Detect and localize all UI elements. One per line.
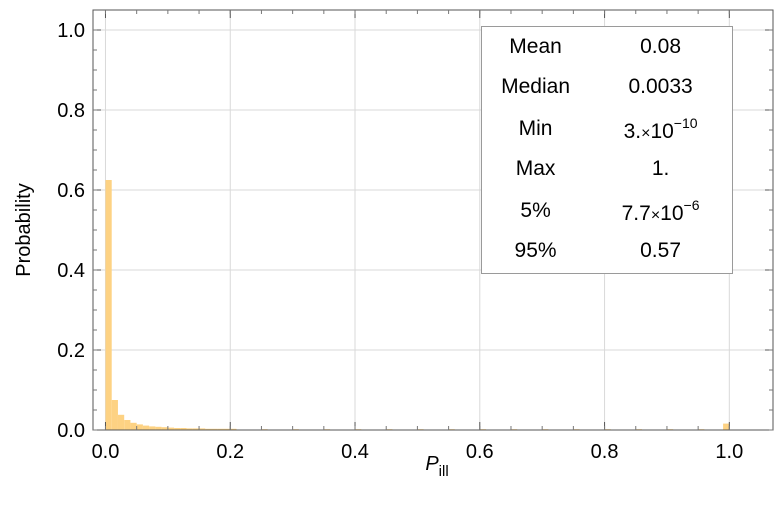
histogram-bar	[136, 424, 143, 430]
x-tick-label: 0.2	[216, 441, 244, 463]
plot-frame-rect	[92, 9, 774, 431]
histogram-bar	[161, 427, 168, 430]
histogram-bar	[117, 414, 125, 430]
stats-value: 0.57	[640, 239, 681, 262]
x-axis-title: Pill	[425, 453, 448, 480]
histogram-bar	[205, 428, 212, 430]
stats-value: 0.08	[640, 35, 681, 58]
sci-exponent: −10	[673, 114, 698, 131]
x-tick-label: 0.4	[341, 441, 369, 463]
sci-base: 10	[660, 201, 684, 225]
histogram-bar	[211, 428, 218, 430]
histogram-bar	[142, 425, 150, 430]
y-tick-label: 0.8	[57, 100, 85, 122]
histogram-bar	[149, 426, 156, 430]
y-tick-label: 0.0	[57, 420, 85, 442]
x-axis-title-subscript: ill	[439, 463, 449, 480]
histogram-bar	[723, 423, 730, 430]
y-tick-label: 1.0	[57, 20, 85, 42]
histogram-bar	[174, 428, 181, 430]
histogram-bar	[130, 422, 137, 430]
histogram-bar	[180, 428, 187, 430]
histogram-bar	[105, 180, 112, 430]
histogram-bar	[167, 427, 175, 430]
stats-label: Median	[501, 75, 571, 98]
stats-label: 5%	[520, 199, 551, 222]
histogram-bar	[192, 428, 200, 430]
x-axis-title-main: P	[425, 453, 439, 475]
x-tick-label: 0.0	[92, 441, 120, 463]
sci-exponent: −6	[683, 196, 700, 213]
histogram-bar	[124, 420, 131, 430]
stats-value: 7.7×10−6	[589, 197, 732, 226]
stats-value: 1.	[651, 157, 670, 180]
stats-row-min: Min 3.×10−10	[482, 109, 732, 149]
stats-row-95pct: 95% 0.57	[482, 231, 732, 271]
histogram-bar	[186, 428, 193, 430]
histogram-bar	[230, 428, 237, 430]
stats-row-5pct: 5% 7.7×10−6	[482, 191, 732, 231]
y-tick-label: 0.6	[57, 180, 85, 202]
stats-value: 0.0033	[628, 75, 693, 98]
sci-times: ×	[650, 206, 661, 224]
tick-marks	[93, 10, 773, 431]
plot-frame	[92, 9, 774, 431]
x-tick-label: 1.0	[715, 441, 743, 463]
histogram-bar	[111, 400, 118, 430]
sci-mantissa: 3.	[623, 119, 642, 143]
histogram-bar	[217, 428, 225, 430]
sci-times: ×	[641, 124, 651, 142]
y-axis-title: Probability	[13, 183, 35, 276]
histogram-bar	[199, 428, 206, 430]
x-tick-label: 0.6	[466, 441, 494, 463]
stats-label: Min	[518, 117, 553, 140]
y-tick-label: 0.2	[57, 340, 85, 362]
tick-labels: 0.0 0.2 0.4 0.6 0.8 1.0 0.0 0.2 0.4 0.6 0.8 1.0	[57, 20, 743, 463]
sci-base: 10	[650, 119, 674, 143]
histogram-bar	[155, 426, 162, 430]
x-tick-label: 0.8	[591, 441, 619, 463]
statistics-table: Mean 0.08 Median 0.0033 Min 3.×10−10 Max…	[481, 26, 733, 274]
stats-label: Mean	[509, 35, 562, 58]
stats-label: 95%	[514, 239, 557, 262]
y-tick-label: 0.4	[57, 260, 85, 282]
stats-value: 3.×10−10	[589, 115, 732, 144]
sci-mantissa: 7.7	[621, 201, 651, 225]
histogram-bar	[224, 428, 231, 430]
stats-row-median: Median 0.0033	[482, 67, 732, 107]
stats-row-mean: Mean 0.08	[482, 27, 732, 67]
stats-label: Max	[515, 157, 556, 180]
stats-row-max: Max 1.	[482, 149, 732, 189]
